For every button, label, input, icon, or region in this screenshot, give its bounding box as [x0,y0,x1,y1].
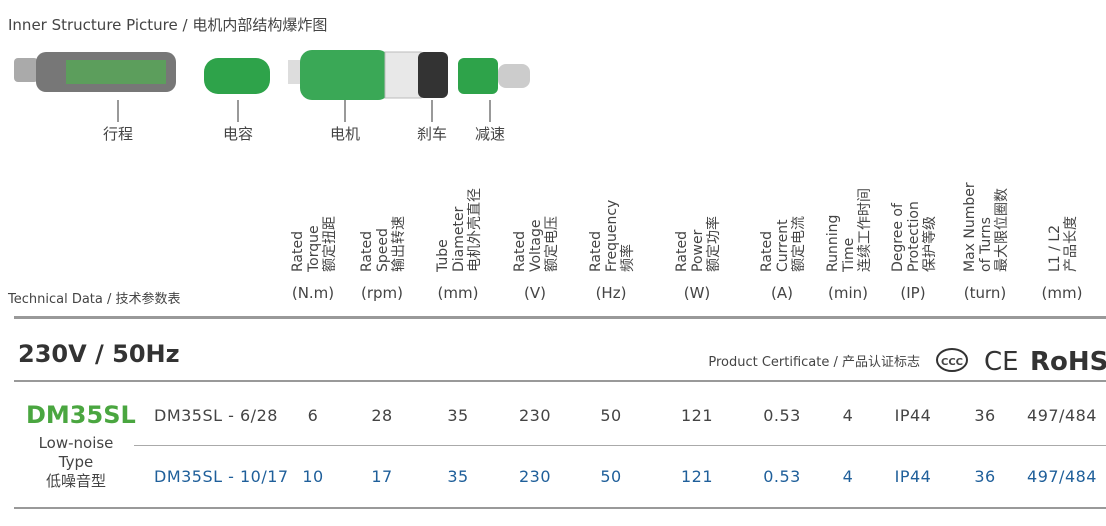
column-unit: (Hz) [596,284,627,302]
column-unit: (turn) [964,284,1007,302]
rule [14,380,1106,382]
column-unit: (mm) [1042,284,1083,302]
column-header: Power [690,229,706,272]
column-header: Max Number [962,182,978,272]
type: 低噪音型 [46,472,106,490]
type: Type [58,453,93,471]
column-header: 输出转速 [391,216,407,272]
column-header: 产品长度 [1063,216,1079,272]
cell: 6 [308,406,319,425]
tech-title: Technical Data / 技术参数表 [7,291,181,307]
column-unit: (N.m) [292,284,334,302]
column-unit: (rpm) [361,284,403,302]
cell: 230 [519,467,551,486]
column-header: 额定电流 [791,216,807,272]
column-header: Torque [306,225,322,273]
column-unit: (min) [828,284,868,302]
column-unit: (V) [524,284,546,302]
cell: 497/484 [1027,467,1097,486]
cell: 4 [843,406,854,425]
column-header: Voltage [528,219,544,272]
column-header: 最大限位圈数 [994,188,1010,272]
part-label: 电机 [330,125,360,143]
part-label: 减速 [475,125,505,143]
cell: 121 [681,406,713,425]
inner-title: Inner Structure Picture / 电机内部结构爆炸图 [8,16,327,34]
column-header: of Turns [978,217,994,272]
type: Low-noise [39,434,114,452]
certificate: Product Certificate / 产品认证标志 [708,355,920,370]
column-header: Rated [359,231,375,272]
column-header: Degree of [890,202,906,272]
column-header: 保护等级 [921,216,938,272]
svg-text:CCC: CCC [941,357,963,368]
part-label: 行程 [103,125,133,143]
column-header: Frequency [604,200,620,272]
ce-mark: CE [984,347,1019,377]
rohs-mark: RoHS [1030,347,1106,377]
column-unit: (W) [684,284,711,302]
rule [14,507,1106,509]
cell: 0.53 [763,406,801,425]
rule [134,445,1106,446]
cell: 36 [974,406,995,425]
cell: 230 [519,406,551,425]
column-header: Diameter [451,206,467,272]
model-name: DM35SL - 10/17 [154,467,289,486]
column-header: 额定扭距 [322,216,338,272]
cell: 50 [600,467,621,486]
column-unit: (IP) [900,284,925,302]
cell: IP44 [895,467,932,486]
column-unit: (A) [771,284,793,302]
ccc-mark: CCC [936,348,968,372]
column-unit: (mm) [438,284,479,302]
column-header: Rated [674,231,690,272]
part-label: 电容 [223,125,253,143]
cell: 28 [371,406,392,425]
cell: 497/484 [1027,406,1097,425]
cell: IP44 [895,406,932,425]
column-header: 额定功率 [705,216,722,272]
column-header: Rated [588,231,604,272]
model: DM35SL [26,401,136,429]
column-header: Rated [759,231,775,272]
column-header: 电机外壳直径 [466,188,483,272]
rule [14,316,1106,319]
column-header: Tube [435,239,451,273]
cell: 4 [843,467,854,486]
motor-picture [14,50,530,122]
cell: 35 [447,467,468,486]
cell: 10 [302,467,323,486]
column-header: Speed [375,228,391,272]
column-header: 连续工作时间 [856,188,873,272]
cell: 121 [681,467,713,486]
column-header: 额定电压 [544,216,560,272]
model-name: DM35SL - 6/28 [154,406,278,425]
column-header: Rated [512,231,528,272]
cell: 17 [371,467,392,486]
column-header: L1 / L2 [1047,225,1063,272]
cell: 35 [447,406,468,425]
column-header: Running [825,215,841,272]
column-header: Protection [906,201,922,272]
column-header: Current [775,219,791,272]
section-title: 230V / 50Hz [18,340,180,368]
column-header: Time [841,238,857,273]
cell: 36 [974,467,995,486]
column-header: Rated [290,231,306,272]
cell: 50 [600,406,621,425]
column-header: 频率 [619,244,636,272]
cell: 0.53 [763,467,801,486]
part-label: 刹车 [417,125,447,143]
